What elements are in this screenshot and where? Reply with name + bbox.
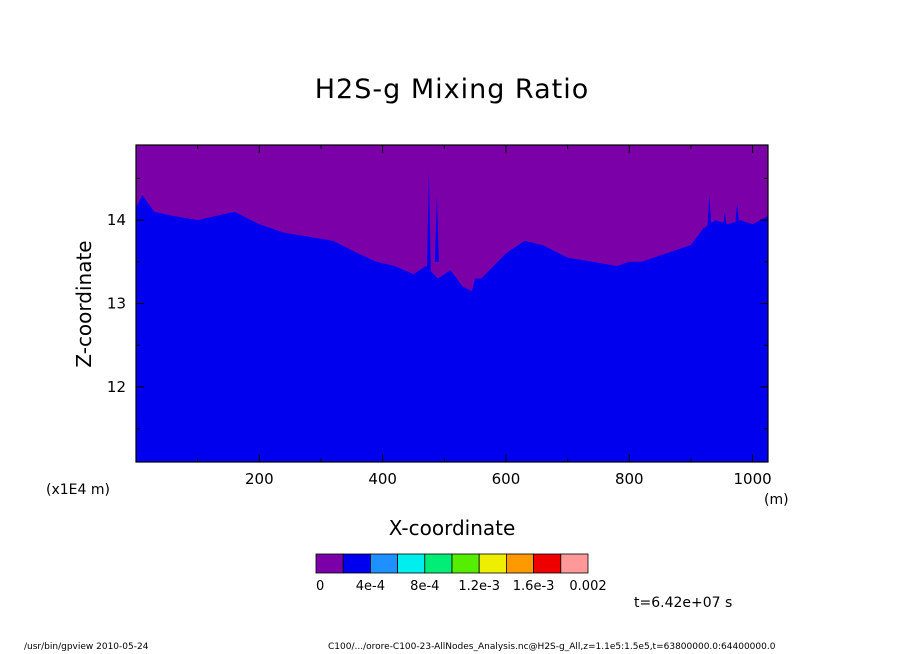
- y-tick-label: 14: [107, 211, 126, 229]
- colorbar-tick-label: 1.6e-3: [513, 579, 555, 594]
- colorbar-tick-label: 0.002: [569, 579, 606, 594]
- region-spike: [722, 211, 727, 229]
- region-lower: [136, 195, 768, 462]
- y-axis-label: Z-coordinate: [72, 240, 96, 368]
- x-tick-label: 1000: [733, 470, 771, 488]
- region-spike: [735, 203, 740, 225]
- time-label: t=6.42e+07 s: [634, 595, 733, 611]
- colorbar-swatch: [560, 553, 589, 574]
- colorbar-tick-label: 8e-4: [410, 579, 439, 594]
- y-tick-label: 12: [107, 378, 126, 396]
- y-axis: 12 13 14: [107, 177, 768, 430]
- contour-regions: [136, 145, 768, 462]
- colorbar-swatch: [342, 553, 371, 574]
- footer-data-source: C100/.../orore-C100-23-AllNodes_Analysis…: [328, 642, 776, 652]
- colorbar-swatch: [533, 553, 562, 574]
- colorbar-tick-label: 4e-4: [356, 579, 385, 594]
- x-tick-label: 200: [245, 470, 274, 488]
- colorbar-swatch: [451, 553, 480, 574]
- footer-program-info: /usr/bin/gpview 2010-05-24: [24, 642, 149, 652]
- region-spike: [426, 171, 431, 275]
- colorbar-tick-label: 1.2e-3: [458, 579, 500, 594]
- colorbar-tick-label: 0: [316, 579, 324, 594]
- colorbar-swatch: [369, 553, 398, 574]
- colorbar-swatch: [505, 553, 534, 574]
- y-scale-note: (x1E4 m): [46, 482, 110, 498]
- x-tick-label: 400: [368, 470, 397, 488]
- colorbar-swatch: [478, 553, 507, 574]
- x-unit-label: (m): [764, 492, 789, 508]
- colorbar-swatch: [397, 553, 426, 574]
- colorbar: 0 4e-4 8e-4 1.2e-3 1.6e-3 0.002: [315, 553, 607, 594]
- y-tick-label: 13: [107, 295, 126, 313]
- x-tick-label: 600: [492, 470, 521, 488]
- region-spike: [707, 195, 712, 229]
- region-spike: [434, 195, 439, 262]
- colorbar-swatch: [424, 553, 453, 574]
- x-tick-label: 800: [615, 470, 644, 488]
- x-axis: 200 400 600 800 1000: [197, 145, 772, 488]
- colorbar-swatch: [315, 553, 344, 574]
- chart-title: H2S-g Mixing Ratio: [314, 74, 590, 105]
- x-axis-label: X-coordinate: [388, 516, 516, 540]
